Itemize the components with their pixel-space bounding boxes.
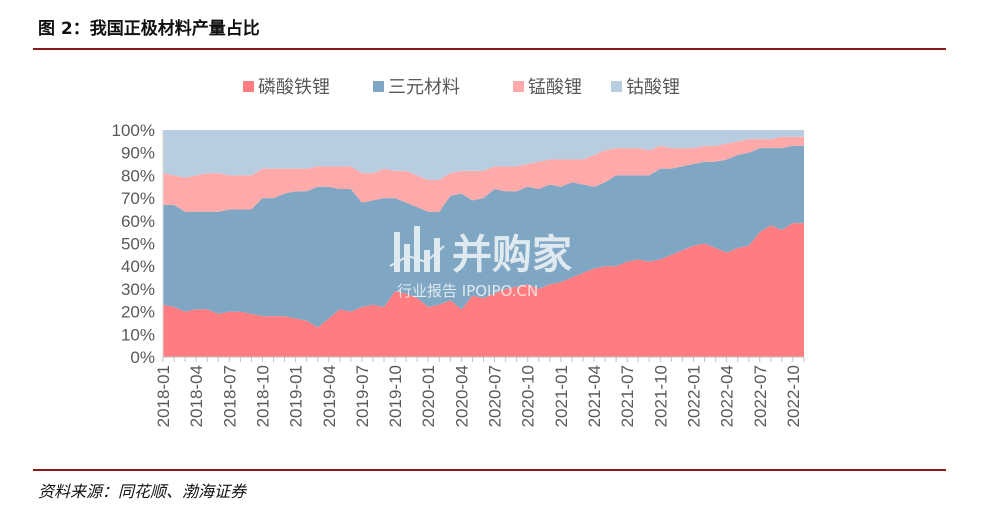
watermark-brand: 并购家 bbox=[452, 232, 572, 278]
x-tick-label: 2022-07 bbox=[751, 365, 770, 427]
legend-swatch-2 bbox=[373, 81, 384, 92]
watermark: 并购家 行业报告 IPOIPO.CN bbox=[389, 226, 572, 300]
area-series-4 bbox=[163, 130, 804, 180]
x-tick-label: 2020-04 bbox=[452, 365, 471, 427]
x-tick-label: 2022-04 bbox=[718, 365, 737, 427]
y-tick-label: 100% bbox=[112, 121, 155, 140]
source-divider bbox=[33, 469, 946, 471]
x-tick-label: 2020-10 bbox=[519, 365, 538, 427]
x-tick-label: 2022-10 bbox=[784, 365, 803, 427]
y-tick-label: 40% bbox=[121, 257, 155, 276]
y-tick-label: 20% bbox=[121, 303, 155, 322]
area-series-1 bbox=[163, 223, 804, 357]
legend-swatch-3 bbox=[513, 81, 524, 92]
figure-title: 图 2：我国正极材料产量占比 bbox=[38, 19, 260, 39]
legend-label-3: 锰酸锂 bbox=[528, 77, 582, 98]
legend-swatch-4 bbox=[611, 81, 622, 92]
area-series-3 bbox=[163, 136, 804, 212]
series-areas bbox=[163, 130, 804, 357]
y-tick-label: 10% bbox=[121, 325, 155, 344]
x-tick-label: 2020-01 bbox=[419, 365, 438, 427]
x-tick-label: 2018-07 bbox=[220, 365, 239, 427]
x-tick-label: 2018-10 bbox=[253, 365, 272, 427]
watermark-sub: 行业报告 IPOIPO.CN bbox=[397, 282, 538, 300]
source-note: 资料来源：同花顺、渤海证券 bbox=[38, 482, 247, 501]
x-tick-label: 2019-10 bbox=[386, 365, 405, 427]
x-tick-label: 2021-01 bbox=[552, 365, 571, 427]
x-tick-label: 2020-07 bbox=[486, 365, 505, 427]
y-tick-label: 30% bbox=[121, 280, 155, 299]
chart-legend: 磷酸铁锂 三元材料 锰酸锂 钴酸锂 bbox=[243, 77, 680, 98]
x-tick-label: 2021-10 bbox=[651, 365, 670, 427]
y-tick-label: 0% bbox=[130, 348, 155, 367]
legend-swatch-1 bbox=[243, 81, 254, 92]
y-tick-label: 60% bbox=[121, 212, 155, 231]
y-tick-label: 80% bbox=[121, 166, 155, 185]
x-tick-label: 2018-01 bbox=[154, 365, 173, 427]
legend-label-1: 磷酸铁锂 bbox=[258, 77, 330, 98]
x-tick-label: 2021-04 bbox=[585, 365, 604, 427]
legend-label-4: 钴酸锂 bbox=[626, 77, 680, 98]
legend-label-2: 三元材料 bbox=[388, 77, 460, 98]
y-tick-label: 50% bbox=[121, 235, 155, 254]
y-axis: 0% 10% 20% 30% 40% 50% 60% 70% 80% 90% 100% bbox=[112, 121, 164, 367]
x-tick-label: 2022-01 bbox=[684, 365, 703, 427]
title-divider bbox=[33, 48, 946, 50]
x-tick-label: 2019-01 bbox=[287, 365, 306, 427]
y-tick-label: 70% bbox=[121, 189, 155, 208]
y-tick-label: 90% bbox=[121, 144, 155, 163]
x-axis: 2018-01 2018-04 2018-07 2018-10 2019-01 2019-… bbox=[154, 356, 805, 427]
x-tick-label: 2018-04 bbox=[187, 365, 206, 427]
area-series-2 bbox=[163, 145, 804, 328]
x-tick-label: 2019-07 bbox=[353, 365, 372, 427]
x-tick-label: 2019-04 bbox=[320, 365, 339, 427]
watermark-logo-icon bbox=[389, 226, 445, 272]
x-tick-label: 2021-07 bbox=[618, 365, 637, 427]
